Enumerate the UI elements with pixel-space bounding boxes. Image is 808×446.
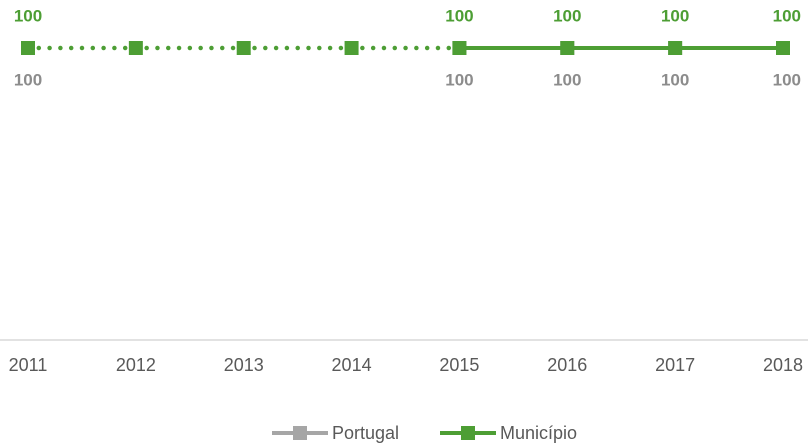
legend-marker <box>293 426 307 440</box>
marker <box>21 41 35 55</box>
data-label: 100 <box>445 70 473 89</box>
x-tick-label: 2011 <box>9 355 48 375</box>
x-tick-label: 2015 <box>439 355 479 375</box>
x-tick-label: 2012 <box>116 355 156 375</box>
marker <box>128 41 143 55</box>
data-label: 100 <box>553 6 581 25</box>
legend-label: Portugal <box>332 423 399 443</box>
x-tick-label: 2013 <box>224 355 264 375</box>
marker <box>668 41 683 55</box>
x-tick-label: 2018 <box>763 355 803 375</box>
marker <box>452 41 467 55</box>
data-label: 100 <box>14 70 42 89</box>
data-label: 100 <box>14 6 42 25</box>
x-tick-label: 2016 <box>547 355 587 375</box>
legend-marker <box>461 426 475 440</box>
data-label: 100 <box>661 6 689 25</box>
data-label: 100 <box>445 6 473 25</box>
marker <box>344 41 359 55</box>
marker <box>560 41 575 55</box>
data-label: 100 <box>773 6 801 25</box>
marker <box>236 41 251 55</box>
x-tick-label: 2017 <box>655 355 695 375</box>
marker <box>776 41 790 55</box>
data-label: 100 <box>661 70 689 89</box>
data-label: 100 <box>773 70 801 89</box>
legend-label: Município <box>500 423 577 443</box>
x-tick-label: 2014 <box>332 355 372 375</box>
data-label: 100 <box>553 70 581 89</box>
